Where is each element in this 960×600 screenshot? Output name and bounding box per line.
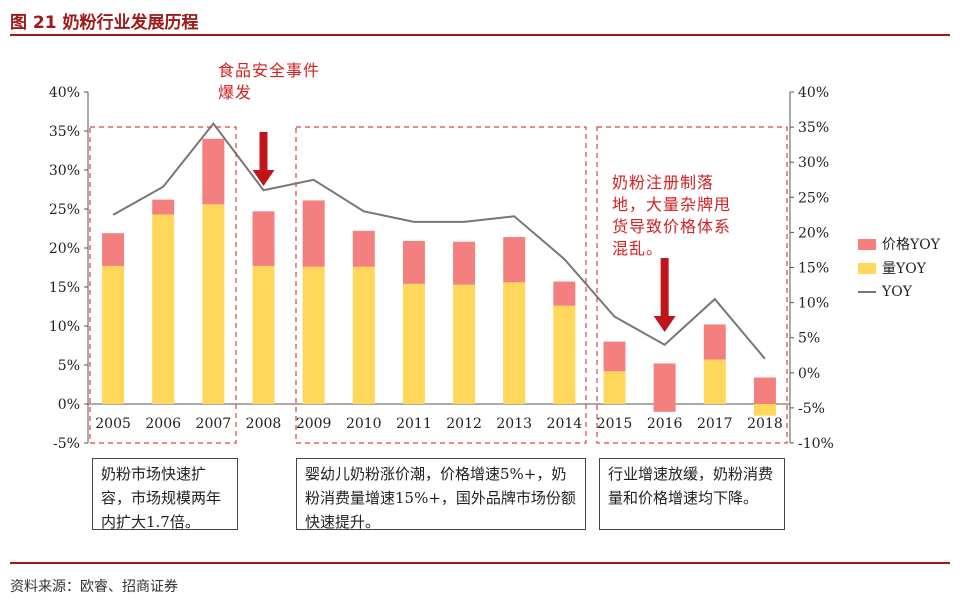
bar-volume-2011: [402, 283, 425, 404]
note-2005-2007: 奶粉市场快速扩容，市场规模两年内扩大1.7倍。: [92, 458, 238, 531]
title-divider: [10, 34, 950, 36]
price-swatch: [858, 238, 876, 250]
volume-swatch: [858, 262, 876, 274]
bar-volume-2010: [352, 266, 375, 404]
bar-price-2014: [553, 281, 576, 306]
bar-volume-2005: [102, 265, 125, 404]
y-tick-label-left: 20%: [49, 241, 80, 257]
bar-price-2010: [352, 230, 375, 267]
legend-label-volume: 量YOY: [882, 261, 926, 277]
y-tick-label-left: 25%: [49, 202, 80, 218]
y-tick-label-right: -10%: [798, 436, 834, 452]
bar-price-2007: [202, 138, 225, 205]
y-tick-label-left: 5%: [58, 358, 80, 374]
legend-label-price: 价格YOY: [882, 237, 940, 253]
bar-volume-2006: [152, 214, 175, 404]
period-frame-2009-2014: [295, 126, 587, 444]
note-2009-2014: 婴幼儿奶粉涨价潮，价格增速5%+，奶粉消费量增速15%+，国外品牌市场份额快速提…: [296, 458, 586, 531]
y-tick-label-left: 0%: [58, 397, 80, 413]
bar-price-2008: [252, 211, 275, 266]
y-tick-label-right: -5%: [798, 401, 825, 417]
bar-price-2006: [152, 199, 175, 215]
bar-price-2009: [302, 200, 325, 267]
yoy-line-swatch: [858, 291, 876, 293]
x-tick-label-2014: 2014: [547, 416, 583, 432]
y-tick-label-right: 35%: [798, 120, 829, 136]
food-safety-arrow-head: [252, 170, 275, 186]
y-tick-label-right: 30%: [798, 155, 829, 171]
bar-price-2017: [703, 324, 726, 360]
y-tick-label-left: 15%: [49, 280, 80, 296]
y-tick-label-right: 0%: [798, 366, 820, 382]
legend-item-price: 价格YOY: [858, 232, 940, 256]
y-tick-label-left: 30%: [49, 163, 80, 179]
note-2015-2018: 行业增速放缓，奶粉消费量和价格增速均下降。: [599, 458, 785, 530]
x-tick-label-2017: 2017: [697, 416, 733, 432]
bar-price-2013: [503, 237, 526, 283]
x-tick-label-2011: 2011: [396, 416, 432, 432]
period-frame-2005-2007: [89, 126, 237, 444]
food-safety-annotation: 食品安全事件爆发: [218, 61, 321, 102]
registration-arrow-shaft: [660, 258, 669, 318]
bar-price-2012: [453, 241, 476, 285]
x-tick-label-2012: 2012: [446, 416, 482, 432]
bar-volume-2013: [503, 282, 526, 404]
y-tick-label-left: 10%: [49, 319, 80, 335]
source-note: 资料来源：欧睿、招商证券: [10, 579, 178, 595]
y-tick-label-right: 10%: [798, 296, 829, 312]
bar-price-2016: [653, 363, 676, 404]
x-tick-label-2005: 2005: [95, 416, 131, 432]
x-tick-label-2008: 2008: [246, 416, 282, 432]
legend-label-yoy: YOY: [882, 284, 912, 300]
y-tick-label-left: -5%: [53, 436, 80, 452]
period-frame-2015-2018: [596, 126, 788, 444]
y-tick-label-right: 20%: [798, 225, 829, 241]
chart-legend: 价格YOY 量YOY YOY: [858, 232, 940, 304]
registration-arrow-head: [653, 316, 676, 332]
food-safety-arrow-shaft: [259, 132, 268, 172]
yoy-line: [112, 121, 766, 360]
figure-title: 图 21 奶粉行业发展历程: [10, 13, 199, 33]
bar-volume-2017: [703, 359, 726, 404]
y-tick-label-left: 35%: [49, 124, 80, 140]
x-tick-label-2006: 2006: [145, 416, 181, 432]
bar-price-neg-2016: [653, 404, 676, 412]
x-tick-label-2007: 2007: [196, 416, 232, 432]
bar-volume-2007: [202, 204, 225, 404]
bar-volume-2015: [603, 371, 626, 404]
x-tick-label-2016: 2016: [647, 416, 683, 432]
y-tick-label-right: 5%: [798, 331, 820, 347]
bar-volume-2018: [753, 404, 776, 416]
bar-price-2018: [753, 377, 776, 404]
bar-volume-2012: [453, 284, 476, 404]
x-tick-label-2010: 2010: [346, 416, 382, 432]
legend-item-volume: 量YOY: [858, 256, 940, 280]
bar-volume-2009: [302, 266, 325, 404]
y-tick-label-left: 40%: [49, 85, 80, 101]
x-tick-label-2015: 2015: [597, 416, 633, 432]
bar-volume-2014: [553, 305, 576, 404]
x-tick-label-2013: 2013: [496, 416, 532, 432]
footer-divider: [10, 562, 950, 564]
y-tick-label-right: 15%: [798, 261, 829, 277]
x-tick-label-2018: 2018: [747, 416, 783, 432]
bar-price-2011: [402, 240, 425, 284]
registration-annotation: 奶粉注册制落地，大量杂牌甩货导致价格体系混乱。: [612, 173, 732, 258]
legend-item-yoy: YOY: [858, 280, 940, 304]
y-tick-label-right: 40%: [798, 85, 829, 101]
bar-price-2015: [603, 341, 626, 372]
x-tick-label-2009: 2009: [296, 416, 332, 432]
bar-volume-2008: [252, 265, 275, 404]
bar-price-2005: [102, 233, 125, 266]
y-tick-label-right: 25%: [798, 190, 829, 206]
